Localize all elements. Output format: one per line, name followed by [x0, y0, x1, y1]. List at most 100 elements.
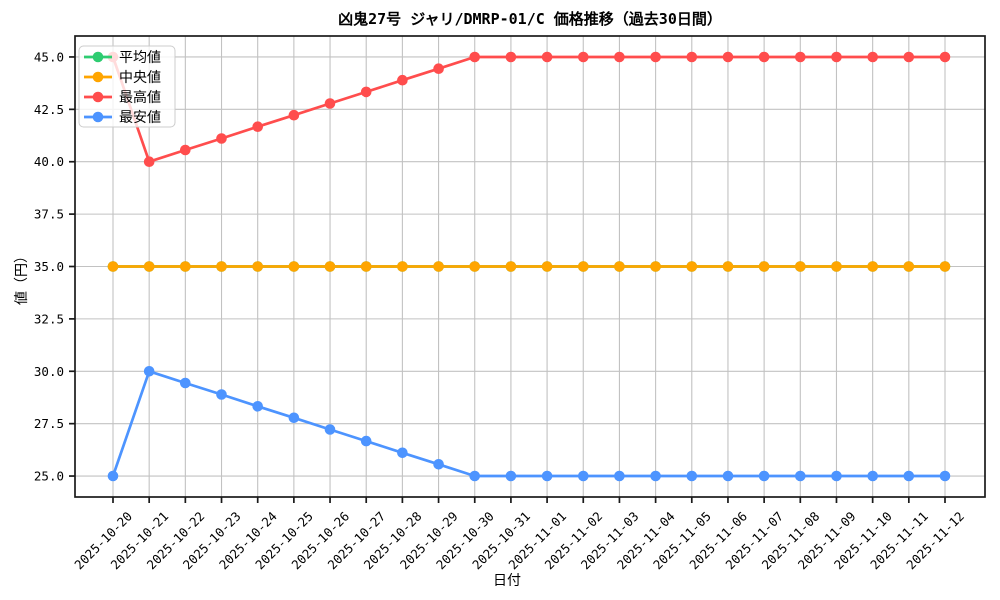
data-point-median: [541, 261, 553, 272]
data-point-max: [686, 51, 698, 63]
data-point-median: [324, 261, 336, 272]
data-point-median: [758, 261, 770, 272]
data-point-min: [614, 470, 625, 482]
data-point-max: [541, 51, 553, 63]
x-axis-label: 日付: [493, 573, 521, 589]
data-point-min: [324, 424, 336, 435]
y-tick-label: 27.5: [34, 416, 64, 431]
data-point-median: [397, 261, 408, 272]
data-point-max: [180, 144, 191, 156]
data-point-max: [252, 121, 263, 132]
legend-marker-median: [92, 71, 104, 83]
chart-title: 凶鬼27号 ジャリ/DMRP-01/C 価格推移（過去30日間）: [338, 10, 722, 28]
data-point-max: [288, 109, 300, 121]
data-point-max: [650, 51, 661, 63]
y-tick-label: 45.0: [34, 49, 64, 64]
data-point-min: [397, 447, 408, 459]
data-point-min: [722, 470, 734, 482]
data-point-max: [505, 51, 517, 63]
data-point-median: [650, 261, 661, 272]
data-point-min: [867, 470, 878, 482]
data-point-max: [939, 51, 951, 63]
legend-marker-min: [92, 111, 104, 123]
y-tick-label: 40.0: [34, 154, 64, 169]
legend-marker-max: [92, 91, 104, 103]
data-point-median: [867, 261, 878, 272]
data-point-max: [397, 74, 408, 86]
data-point-median: [795, 261, 806, 272]
data-point-max: [795, 51, 806, 63]
series-median: [107, 261, 951, 272]
data-point-min: [939, 470, 951, 482]
data-point-max: [867, 51, 878, 63]
x-tick-labels: 2025-10-202025-10-212025-10-222025-10-23…: [71, 509, 967, 573]
legend-label-min: 最安値: [119, 110, 161, 126]
data-point-min: [831, 470, 842, 482]
data-point-min: [433, 459, 444, 470]
y-tick-labels: 25.0 27.5 30.0 32.5 35.0 37.5 40.0 42.5 45.0: [34, 49, 64, 483]
data-point-max: [324, 98, 336, 109]
data-point-min: [505, 470, 517, 482]
data-point-max: [143, 156, 155, 167]
legend-label-average: 平均値: [119, 50, 161, 66]
data-point-median: [252, 261, 263, 272]
data-point-median: [614, 261, 625, 272]
data-point-max: [614, 51, 625, 63]
data-point-min: [216, 389, 227, 400]
data-point-max: [216, 133, 227, 144]
data-point-min: [143, 366, 155, 377]
data-point-median: [360, 261, 372, 272]
data-point-max: [360, 86, 372, 98]
data-point-max: [758, 51, 770, 63]
axis-ticks: [69, 56, 946, 503]
data-point-median: [505, 261, 517, 272]
data-point-min: [686, 470, 698, 482]
data-point-median: [216, 261, 227, 272]
legend-label-max: 最高値: [119, 89, 161, 106]
data-point-min: [180, 377, 191, 389]
data-point-max: [903, 51, 915, 63]
legend-box: [78, 45, 176, 128]
data-point-median: [686, 261, 698, 272]
data-point-min: [360, 435, 372, 447]
data-point-min: [252, 401, 263, 412]
y-tick-label: 32.5: [34, 311, 64, 326]
data-point-median: [143, 261, 155, 272]
plot-border: [74, 35, 986, 498]
legend-marker-average: [92, 51, 104, 63]
data-point-min: [903, 470, 915, 482]
legend-label-median: 中央値: [119, 70, 161, 86]
data-point-median: [722, 261, 734, 272]
data-point-max: [469, 51, 481, 63]
series-min: [107, 366, 951, 482]
data-point-median: [903, 261, 915, 272]
data-point-median: [939, 261, 951, 272]
data-point-max: [831, 51, 842, 63]
data-point-median: [180, 261, 191, 272]
data-point-min: [795, 470, 806, 482]
y-tick-label: 25.0: [34, 469, 64, 484]
data-point-min: [541, 470, 553, 482]
data-point-min: [578, 470, 589, 482]
data-point-median: [831, 261, 842, 272]
data-point-median: [469, 261, 481, 272]
data-point-median: [433, 261, 444, 272]
series-line-max: [111, 55, 947, 164]
data-point-median: [288, 261, 300, 272]
data-point-max: [722, 51, 734, 63]
y-tick-label: 35.0: [34, 259, 64, 274]
y-tick-label: 42.5: [34, 102, 64, 117]
data-point-min: [758, 470, 770, 482]
data-point-median: [107, 261, 119, 272]
data-point-median: [578, 261, 589, 272]
y-axis-label: 値（円）: [14, 249, 30, 305]
series-line-min: [111, 369, 947, 478]
data-point-min: [469, 470, 481, 482]
data-point-max: [578, 51, 589, 63]
data-point-max: [433, 63, 444, 74]
y-tick-label: 37.5: [34, 207, 64, 222]
data-point-min: [288, 412, 300, 424]
